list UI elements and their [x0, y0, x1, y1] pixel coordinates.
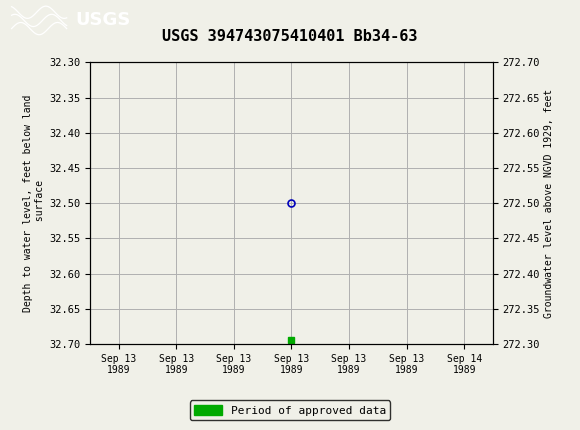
Y-axis label: Groundwater level above NGVD 1929, feet: Groundwater level above NGVD 1929, feet: [545, 89, 554, 318]
Legend: Period of approved data: Period of approved data: [190, 400, 390, 420]
Y-axis label: Depth to water level, feet below land
 surface: Depth to water level, feet below land su…: [23, 95, 45, 312]
Text: USGS 394743075410401 Bb34-63: USGS 394743075410401 Bb34-63: [162, 29, 418, 44]
Text: USGS: USGS: [75, 12, 130, 29]
